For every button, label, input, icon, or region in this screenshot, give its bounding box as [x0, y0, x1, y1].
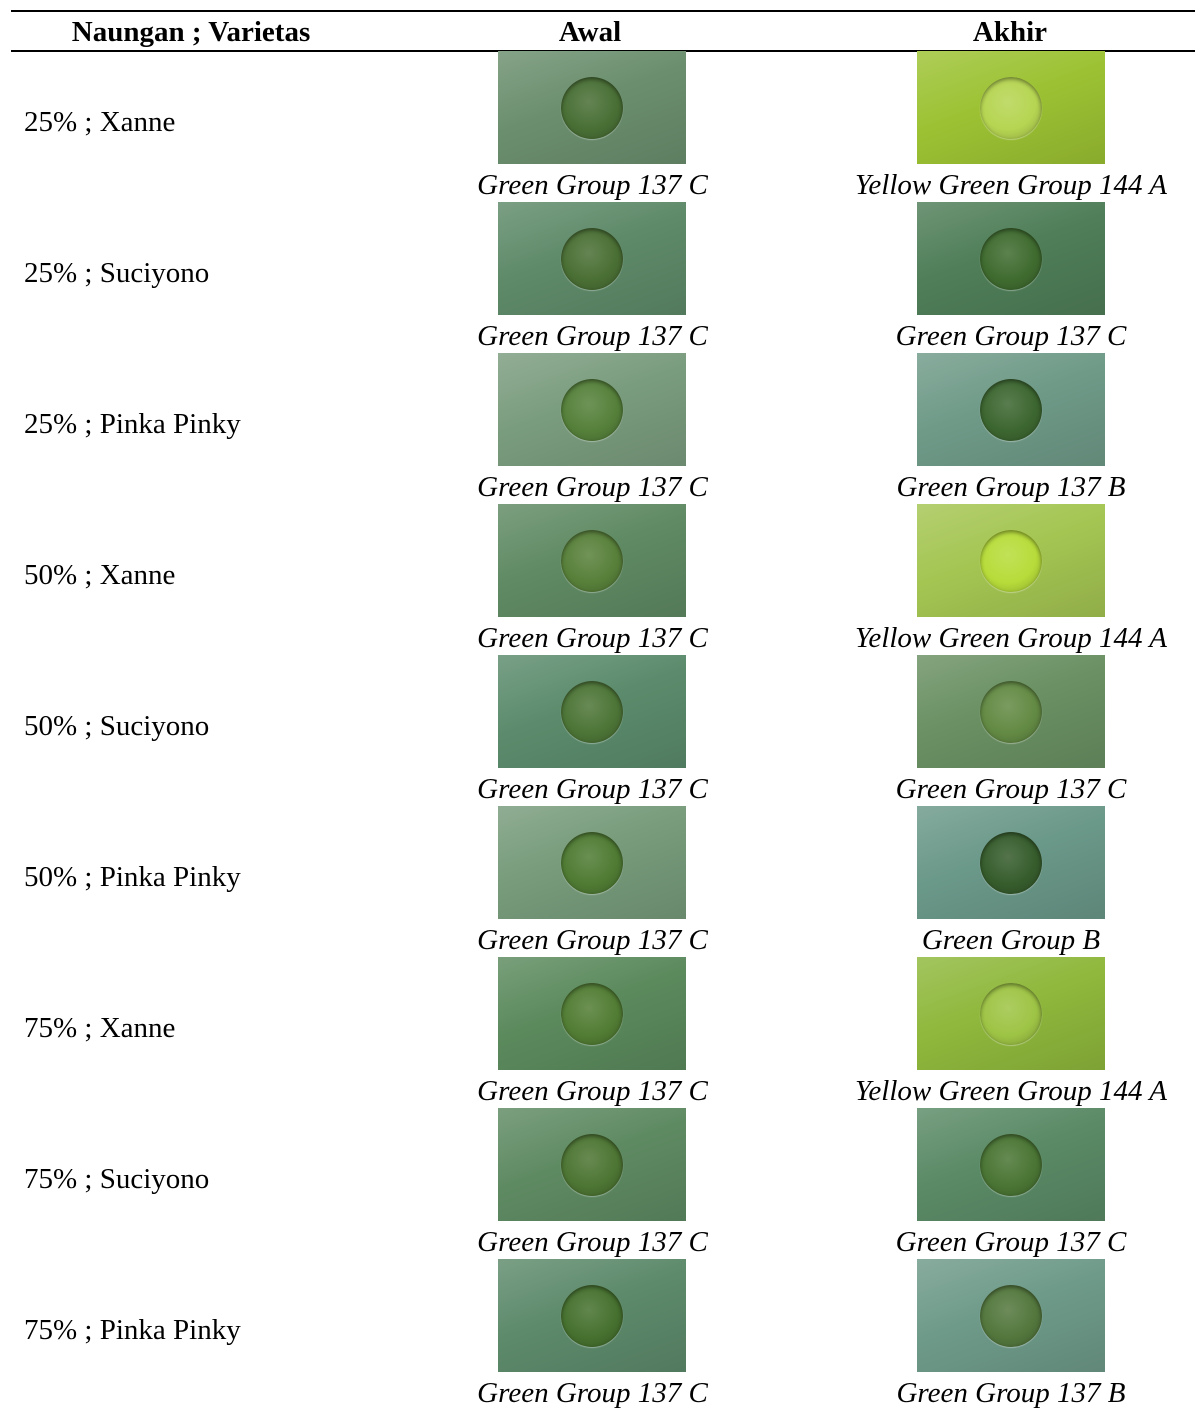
table-row: 25% ; Suciyono Green Group 137 C Green Gro…: [0, 202, 1195, 353]
leaf-sample-circle: [561, 982, 623, 1045]
header-naungan-varietas: Naungan ; Varietas: [71, 16, 311, 48]
akhir-color-caption: Green Group B: [921, 924, 1101, 956]
row-label: 25% ; Xanne: [24, 106, 176, 138]
akhir-leaf-photo: [917, 1259, 1105, 1372]
leaf-sample-circle: [980, 680, 1042, 743]
awal-leaf-photo: [498, 202, 686, 315]
akhir-leaf-photo: [917, 1108, 1105, 1221]
row-label: 25% ; Pinka Pinky: [24, 408, 241, 440]
leaf-sample-circle: [980, 378, 1042, 441]
leaf-sample-circle: [980, 1284, 1042, 1347]
table-row: 25% ; Pinka Pinky Green Group 137 C Green …: [0, 353, 1195, 504]
awal-color-caption: Green Group 137 C: [477, 1075, 708, 1107]
akhir-leaf-photo: [917, 202, 1105, 315]
akhir-leaf-photo: [917, 806, 1105, 919]
header-awal: Awal: [558, 16, 622, 48]
leaf-sample-circle: [980, 227, 1042, 290]
akhir-color-caption: Green Group 137 C: [895, 320, 1127, 352]
leaf-sample-circle: [561, 1133, 623, 1196]
awal-color-caption: Green Group 137 C: [477, 169, 708, 201]
awal-leaf-photo: [498, 957, 686, 1070]
awal-color-caption: Green Group 137 C: [477, 622, 708, 654]
table-row: 25% ; Xanne Green Group 137 C Yellow Green…: [0, 51, 1195, 202]
row-label: 75% ; Pinka Pinky: [24, 1314, 241, 1346]
leaf-sample-circle: [980, 982, 1042, 1045]
awal-leaf-photo: [498, 51, 686, 164]
header-akhir: Akhir: [972, 16, 1048, 48]
akhir-color-caption: Green Group 137 B: [896, 1377, 1126, 1409]
awal-leaf-photo: [498, 353, 686, 466]
table-row: 75% ; Xanne Green Group 137 C Yellow Green…: [0, 957, 1195, 1108]
akhir-color-caption: Yellow Green Group 144 A: [854, 169, 1168, 201]
akhir-leaf-photo: [917, 51, 1105, 164]
table-top-rule: [11, 10, 1195, 12]
row-label: 50% ; Suciyono: [24, 710, 210, 742]
awal-color-caption: Green Group 137 C: [477, 1377, 708, 1409]
akhir-color-caption: Yellow Green Group 144 A: [854, 622, 1168, 654]
row-label: 50% ; Pinka Pinky: [24, 861, 241, 893]
awal-leaf-photo: [498, 504, 686, 617]
leaf-sample-circle: [561, 831, 623, 894]
table-row: 50% ; Suciyono Green Group 137 C Green Gro…: [0, 655, 1195, 806]
row-label: 75% ; Suciyono: [24, 1163, 210, 1195]
table-row: 50% ; Pinka Pinky Green Group 137 C Green …: [0, 806, 1195, 957]
akhir-leaf-photo: [917, 353, 1105, 466]
awal-color-caption: Green Group 137 C: [477, 1226, 708, 1258]
awal-leaf-photo: [498, 806, 686, 919]
awal-color-caption: Green Group 137 C: [477, 924, 708, 956]
leaf-sample-circle: [980, 831, 1042, 894]
leaf-sample-circle: [561, 378, 623, 441]
awal-color-caption: Green Group 137 C: [477, 320, 708, 352]
akhir-leaf-photo: [917, 504, 1105, 617]
awal-color-caption: Green Group 137 C: [477, 773, 708, 805]
leaf-sample-circle: [980, 1133, 1042, 1196]
leaf-sample-circle: [980, 529, 1042, 592]
akhir-color-caption: Green Group 137 B: [896, 471, 1126, 503]
leaf-sample-circle: [561, 76, 623, 139]
akhir-leaf-photo: [917, 957, 1105, 1070]
awal-color-caption: Green Group 137 C: [477, 471, 708, 503]
leaf-sample-circle: [561, 680, 623, 743]
akhir-color-caption: Green Group 137 C: [895, 773, 1127, 805]
leaf-sample-circle: [980, 76, 1042, 139]
row-label: 75% ; Xanne: [24, 1012, 176, 1044]
table-row: 50% ; Xanne Green Group 137 C Yellow Green…: [0, 504, 1195, 655]
table-row: 75% ; Suciyono Green Group 137 C Green Gro…: [0, 1108, 1195, 1259]
akhir-color-caption: Green Group 137 C: [895, 1226, 1127, 1258]
leaf-sample-circle: [561, 227, 623, 290]
leaf-sample-circle: [561, 529, 623, 592]
awal-leaf-photo: [498, 1259, 686, 1372]
row-label: 25% ; Suciyono: [24, 257, 210, 289]
row-label: 50% ; Xanne: [24, 559, 176, 591]
awal-leaf-photo: [498, 1108, 686, 1221]
table-row: 75% ; Pinka Pinky Green Group 137 C Green …: [0, 1259, 1195, 1410]
akhir-color-caption: Yellow Green Group 144 A: [854, 1075, 1168, 1107]
leaf-sample-circle: [561, 1284, 623, 1347]
awal-leaf-photo: [498, 655, 686, 768]
akhir-leaf-photo: [917, 655, 1105, 768]
